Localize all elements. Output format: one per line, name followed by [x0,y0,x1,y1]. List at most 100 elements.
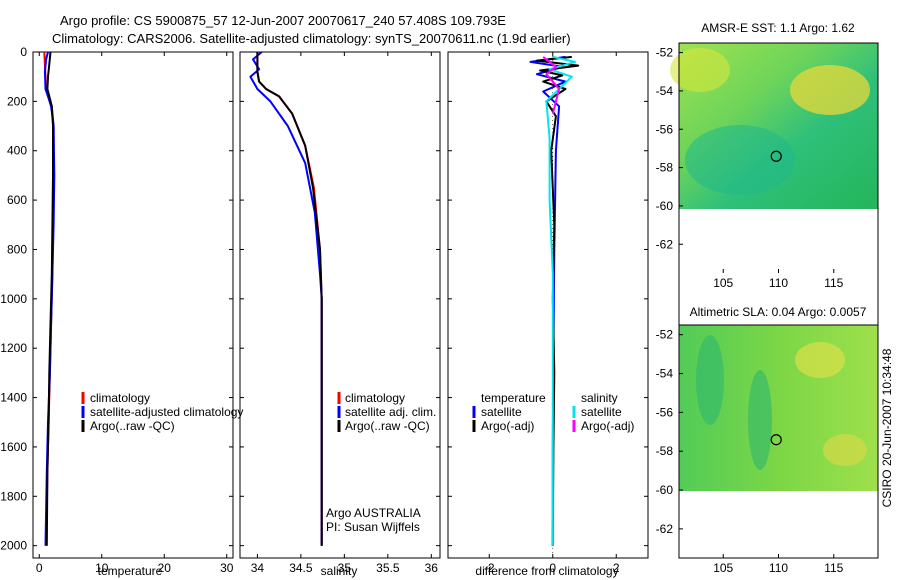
y-tick-label: 1000 [0,292,27,306]
x-tick-label: 35 [338,561,352,575]
x-tick-label: 0 [36,561,43,575]
y-tick-label: -62 [656,522,674,536]
temperature-x-axis: 0 10 20 30 [36,52,234,575]
sla-low-patch [748,370,772,470]
temperature-axes-frame [32,51,234,559]
sla-map-marker-group [770,434,782,446]
legend-label-argo: Argo(..raw -QC) [90,419,175,433]
difference-panel: -2 0 2 difference from climatology tempera… [447,51,649,578]
series-line-salinity-satellite [545,55,576,546]
legend-label-climatology: climatology [345,391,405,405]
x-tick-label: -2 [484,561,495,575]
y-tick-label: -52 [656,328,674,342]
temperature-lines [43,51,56,546]
sla-map-x-axis: 105 110 115 [713,554,844,575]
y-tick-label: 200 [7,94,27,108]
y-tick-label: 2000 [0,539,27,553]
y-tick-label: 400 [7,144,27,158]
x-tick-label: 30 [220,561,234,575]
figure-title-line1: Argo profile: CS 5900875_57 12-Jun-2007 … [60,13,506,28]
sla-map-y-axis: -52 -54 -56 -58 -60 -62 [656,328,683,536]
y-tick-label: -58 [656,444,674,458]
difference-lines [529,55,580,546]
x-tick-label: 36 [425,561,439,575]
difference-legend: temperature satellite Argo(-adj) salinit… [472,391,634,433]
sla-map-panel: Altimetric SLA: 0.04 Argo: 0.0057 -52 -54… [656,305,879,575]
series-line-salinity-argo-adj- [542,56,561,114]
difference-xlabel: difference from climatology [475,564,618,578]
salinity-xlabel: salinity [321,564,358,578]
legend-label-temp-satellite: satellite [481,405,522,419]
difference-y-axis [448,51,648,547]
temperature-legend: climatology satellite-adjusted climatolo… [81,391,243,433]
legend-label-argo: Argo(..raw -QC) [345,419,430,433]
x-tick-label: 115 [824,561,843,575]
sst-warm-patch [790,65,870,115]
y-tick-label: -54 [656,367,674,381]
salinity-axes-frame [239,51,441,559]
legend-label-satellite: satellite-adjusted climatology [90,405,243,419]
argo-location-marker [770,150,782,162]
salinity-legend: climatology satellite adj. clim. Argo(..… [337,391,436,433]
legend-label-sal-satellite: satellite [581,405,622,419]
legend-label-satellite: satellite adj. clim. [345,405,436,419]
y-tick-label: -62 [656,237,674,251]
legend-heading-temperature: temperature [481,391,546,405]
series-line-satellite-adj-clim- [249,51,323,546]
temperature-y-axis: 0 200 400 600 800 1000 1200 1400 1600 1800 2000 [0,45,233,553]
sla-high-patch [823,434,867,466]
x-tick-label: 34 [251,561,265,575]
salinity-lines [249,51,323,546]
y-tick-label: -56 [656,122,674,136]
series-line-argo-raw-qc- [45,51,54,546]
salinity-y-axis [240,51,440,547]
sst-map-title: AMSR-E SST: 1.1 Argo: 1.62 [701,21,855,35]
x-tick-label: 0 [549,561,556,575]
sst-map-y-axis: -52 -54 -56 -58 -60 -62 [656,46,683,251]
y-tick-label: -54 [656,84,674,98]
y-tick-label: 1600 [0,440,27,454]
y-tick-label: -56 [656,405,674,419]
salinity-annotation-line1: Argo AUSTRALIA [326,506,421,520]
temperature-xlabel: temperature [98,564,163,578]
sst-map-panel: AMSR-E SST: 1.1 Argo: 1.62 -52-54-56-58-… [656,21,879,559]
y-tick-label: 800 [7,242,27,256]
sla-low-patch [696,335,724,425]
y-tick-label: -60 [656,199,674,213]
x-tick-label: 10 [95,561,109,575]
y-tick-label: -60 [656,483,674,497]
x-tick-label: 35.5 [376,561,400,575]
legend-label-temp-argo: Argo(-adj) [481,419,534,433]
y-tick-label: -58 [656,161,674,175]
argo-location-marker [770,434,782,446]
sla-map-title: Altimetric SLA: 0.04 Argo: 0.0057 [690,305,867,319]
sst-map-marker-group [770,150,782,162]
salinity-panel: 34 34.5 35 35.5 36 salinity climatology sate… [239,51,441,578]
salinity-annotation-line2: PI: Susan Wijffels [326,520,420,534]
x-tick-label: 115 [824,276,843,290]
x-tick-label: 105 [713,561,733,575]
y-tick-label: 1200 [0,341,27,355]
x-tick-label: 2 [613,561,620,575]
sst-warm-patch [670,48,730,92]
legend-label-sal-argo: Argo(-adj) [581,419,634,433]
sst-cool-patch [685,125,795,195]
x-tick-label: 110 [769,276,788,290]
figure-title-line2: Climatology: CARS2006. Satellite-adjuste… [52,31,571,46]
x-tick-label: 110 [769,561,788,575]
y-tick-label: 1800 [0,489,27,503]
footer-stamp: CSIRO 20-Jun-2007 10:34:48 [880,348,894,507]
series-line-argo-raw-qc- [256,52,323,546]
x-tick-label: 34.5 [289,561,313,575]
salinity-x-axis: 34 34.5 35 35.5 36 [251,52,439,575]
y-tick-label: 1400 [0,391,27,405]
y-tick-label: -52 [656,46,674,60]
series-line-climatology [256,52,323,546]
sla-high-patch [795,342,845,378]
legend-label-climatology: climatology [90,391,150,405]
sst-map-x-axis: 105 110 115 [713,269,844,290]
x-tick-label: 20 [158,561,172,575]
legend-heading-salinity: salinity [581,391,618,405]
temperature-panel: 0 200 400 600 800 1000 1200 1400 1600 1800 2000 0 1… [0,45,243,578]
